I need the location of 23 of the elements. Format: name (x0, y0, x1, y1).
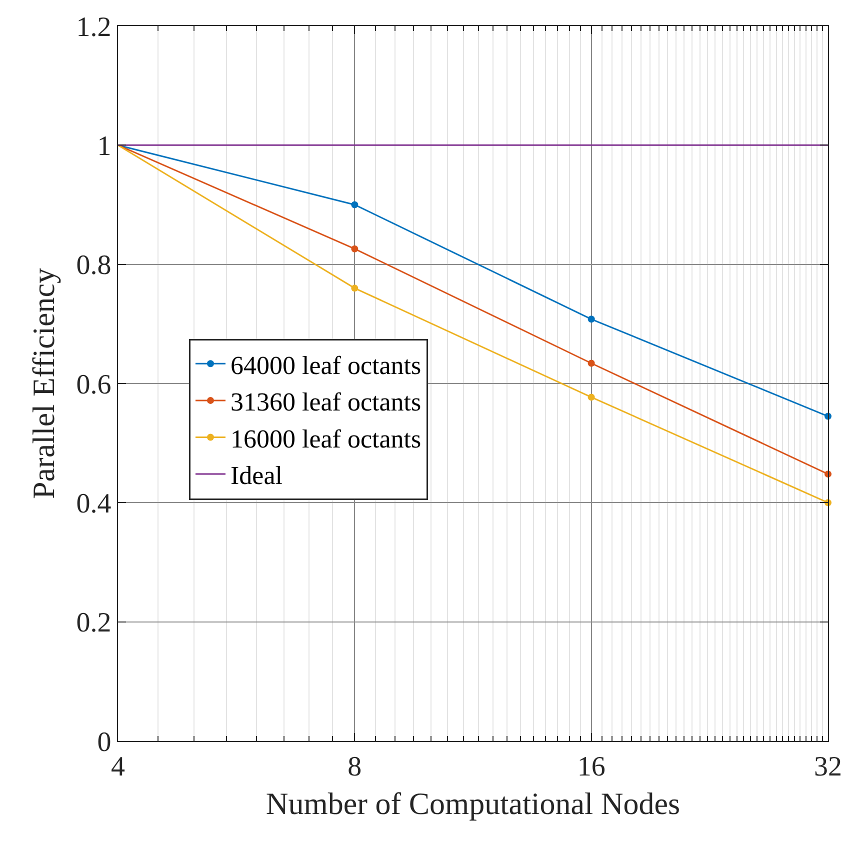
x-tick-label: 32 (814, 752, 842, 783)
y-tick-label: 0.8 (76, 250, 112, 282)
x-axis-title: Number of Computational Nodes (266, 786, 680, 821)
y-tick-label: 1 (97, 130, 112, 162)
legend-label: 64000 leaf octants (230, 350, 422, 380)
x-tick-label: 4 (111, 752, 125, 783)
y-tick-label: 1.2 (76, 12, 112, 43)
y-tick-label: 0.6 (76, 369, 112, 400)
y-tick-label: 0.4 (76, 488, 112, 520)
y-axis-title: Parallel Efficiency (26, 268, 61, 499)
x-tick-label: 16 (577, 752, 606, 783)
legend-label: 31360 leaf octants (230, 388, 422, 417)
y-tick-label: 0 (97, 726, 112, 758)
legend-label: 16000 leaf octants (230, 424, 422, 454)
point (351, 245, 358, 252)
y-tick-label: 0.2 (76, 608, 112, 639)
point (588, 316, 595, 323)
point (588, 360, 595, 367)
point (588, 394, 595, 401)
legend-label: Ideal (230, 461, 282, 490)
point (351, 284, 358, 292)
x-tick-label: 8 (348, 752, 362, 783)
point (351, 201, 358, 208)
